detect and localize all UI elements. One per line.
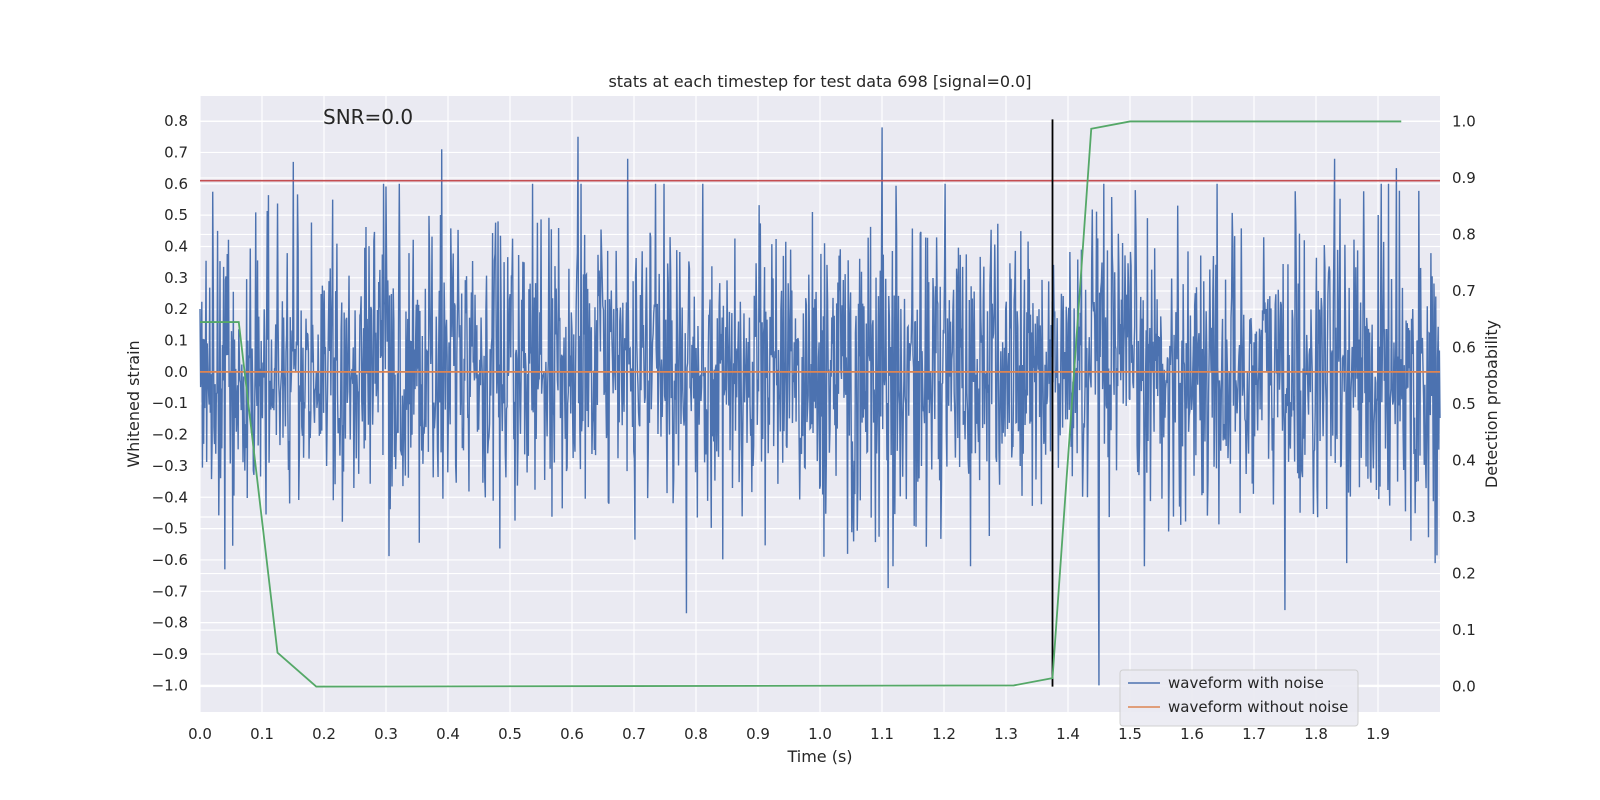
y2-tick-label: 0.1 <box>1452 621 1476 639</box>
legend-box <box>1119 669 1359 727</box>
ticks: 0.0 0.1 0.2 0.3 0.4 0.5 0.6 0.7 0.8 0.9 1.0 1.1 1.2 1… <box>152 112 1476 743</box>
y-tick-label: −0.3 <box>152 457 188 475</box>
y-tick-label: 0.2 <box>164 300 188 318</box>
x-tick-label: 1.8 <box>1304 725 1328 743</box>
x-tick-label: 1.4 <box>1056 725 1080 743</box>
x-tick-label: 1.9 <box>1366 725 1390 743</box>
x-tick-label: 0.9 <box>746 725 770 743</box>
x-tick-label: 1.2 <box>932 725 956 743</box>
y2-tick-label: 0.9 <box>1452 169 1476 187</box>
y2-tick-label: 0.3 <box>1452 508 1476 526</box>
y2-tick-label: 0.8 <box>1452 225 1476 243</box>
y2-tick-label: 0.0 <box>1452 678 1476 696</box>
legend-label-with-noise: waveform with noise <box>1168 674 1324 692</box>
x-tick-label: 0.3 <box>374 725 398 743</box>
y2-tick-label: 0.5 <box>1452 395 1476 413</box>
x-tick-label: 1.5 <box>1118 725 1142 743</box>
y2-tick-label: 0.6 <box>1452 338 1476 356</box>
y-axis-label: Whitened strain <box>124 340 143 467</box>
x-tick-label: 0.7 <box>622 725 646 743</box>
y2-axis-label: Detection probability <box>1482 320 1501 488</box>
y2-tick-label: 1.0 <box>1452 112 1476 130</box>
x-tick-label: 0.6 <box>560 725 584 743</box>
legend: waveform with noise waveform without noi… <box>1119 669 1359 727</box>
x-tick-label: 0.2 <box>312 725 336 743</box>
chart-title: stats at each timestep for test data 698… <box>608 72 1031 91</box>
x-tick-label: 1.3 <box>994 725 1018 743</box>
y-tick-label: 0.5 <box>164 206 188 224</box>
series-detection-probability <box>200 120 1402 688</box>
y-tick-label: −1.0 <box>152 676 188 694</box>
y-tick-label: 0.1 <box>164 332 188 350</box>
y-tick-label: −0.5 <box>152 520 188 538</box>
x-tick-label: 1.7 <box>1242 725 1266 743</box>
x-tick-label: 1.6 <box>1180 725 1204 743</box>
y-tick-label: 0.8 <box>164 112 188 130</box>
y-tick-label: −0.4 <box>152 488 188 506</box>
series-waveform-with-noise <box>199 127 1441 686</box>
y-tick-label: 0.6 <box>164 175 188 193</box>
x-tick-label: 0.4 <box>436 725 460 743</box>
snr-annotation: SNR=0.0 <box>323 105 413 129</box>
x-axis-label: Time (s) <box>786 747 852 766</box>
y-tick-label: −0.9 <box>152 645 188 663</box>
y2-tick-label: 0.4 <box>1452 452 1476 470</box>
x-tick-label: 0.0 <box>188 725 212 743</box>
y2-tick-label: 0.2 <box>1452 565 1476 583</box>
x-tick-label: 0.8 <box>684 725 708 743</box>
series-layer <box>199 119 1441 688</box>
y-tick-label: −0.6 <box>152 551 188 569</box>
y-tick-label: 0.4 <box>164 237 188 255</box>
legend-label-without-noise: waveform without noise <box>1168 698 1348 716</box>
y-tick-label: −0.7 <box>152 582 188 600</box>
x-tick-label: 1.1 <box>870 725 894 743</box>
y-tick-label: 0.0 <box>164 363 188 381</box>
y-tick-label: 0.3 <box>164 269 188 287</box>
x-tick-label: 0.5 <box>498 725 522 743</box>
y-tick-label: 0.7 <box>164 143 188 161</box>
y-tick-label: −0.1 <box>152 394 188 412</box>
x-tick-label: 0.1 <box>250 725 274 743</box>
y-tick-label: −0.8 <box>152 614 188 632</box>
y2-tick-label: 0.7 <box>1452 282 1476 300</box>
y-tick-label: −0.2 <box>152 426 188 444</box>
x-tick-label: 1.0 <box>808 725 832 743</box>
